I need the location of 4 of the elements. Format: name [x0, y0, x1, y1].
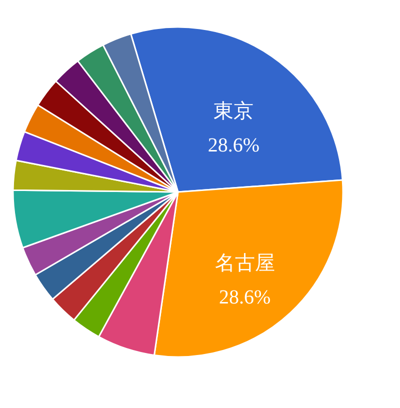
data-label: 28.6% [208, 134, 260, 156]
slice-label: 東京 [214, 100, 254, 122]
data-label: 28.6% [218, 286, 271, 309]
slice-label: 名古屋 [214, 252, 275, 275]
